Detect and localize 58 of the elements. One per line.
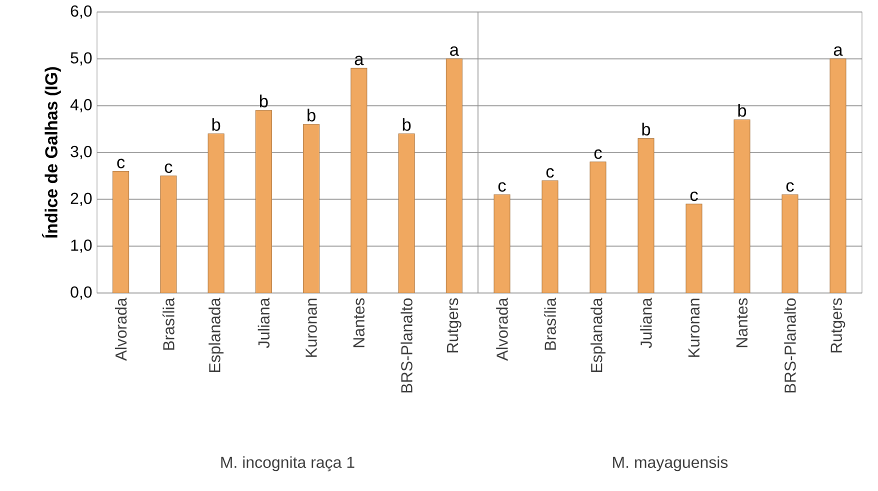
x-tick-label: BRS-Planalto <box>784 298 796 392</box>
bar <box>398 133 415 293</box>
bar <box>446 58 462 293</box>
bar <box>830 58 846 293</box>
x-tick-label: Esplanada <box>208 298 224 372</box>
data-label: b <box>308 108 316 122</box>
y-tick-label: 3,0 <box>70 146 92 160</box>
x-tick-label: Kuronan <box>688 298 700 357</box>
bar <box>112 170 130 293</box>
x-tick-label: BRS-Planalto <box>400 298 412 392</box>
bar <box>160 176 177 293</box>
bar <box>542 180 558 293</box>
bar <box>303 124 320 293</box>
x-tick-label: Nantes <box>736 298 748 348</box>
x-tick-label: Alvorada <box>496 298 508 361</box>
x-tick-label: Rutgers <box>447 298 462 352</box>
data-label: b <box>212 118 220 131</box>
data-label: c <box>498 182 506 192</box>
bar <box>255 110 272 293</box>
x-axis-title: M. mayaguensis <box>613 456 728 472</box>
x-tick-label: Esplanada <box>590 298 606 372</box>
data-label: c <box>164 163 172 173</box>
y-tick-label: 0,0 <box>70 286 92 300</box>
y-tick-label: 6,0 <box>70 5 92 19</box>
bar <box>734 119 750 293</box>
bar <box>686 204 702 293</box>
x-tick-label: Rutgers <box>830 298 846 352</box>
data-label: b <box>642 122 650 136</box>
bar <box>590 162 606 293</box>
data-label: c <box>786 182 794 192</box>
y-tick-label: 4,0 <box>70 99 92 112</box>
x-tick-label: Juliana <box>258 298 270 348</box>
data-label: b <box>738 104 746 117</box>
y-tick-label: 2,0 <box>70 192 92 206</box>
x-tick-label: Brasília <box>544 298 556 350</box>
x-tick-label: Juliana <box>640 298 652 348</box>
data-label: b <box>260 94 268 108</box>
x-axis-title: M. incognita raça 1 <box>221 456 354 472</box>
data-label: c <box>117 158 125 168</box>
data-label: c <box>594 149 602 159</box>
y-tick-label: 5,0 <box>70 52 92 66</box>
y-axis-title: Índice de Galhas (IG) <box>42 67 61 238</box>
data-label: a <box>834 46 843 56</box>
data-label: a <box>354 56 364 66</box>
bar <box>494 194 510 293</box>
data-label: c <box>690 192 698 202</box>
x-tick-label: Alvorada <box>114 298 127 361</box>
bar <box>208 133 224 293</box>
bar <box>638 138 654 293</box>
bar <box>782 194 798 293</box>
x-tick-label: Brasília <box>162 298 174 350</box>
x-tick-label: Nantes <box>353 298 365 348</box>
data-label: b <box>402 118 411 131</box>
data-label: a <box>450 46 460 56</box>
y-tick-label: 1,0 <box>71 240 92 253</box>
x-tick-label: Kuronan <box>306 298 317 357</box>
bar <box>350 68 368 293</box>
data-label: c <box>546 168 554 178</box>
